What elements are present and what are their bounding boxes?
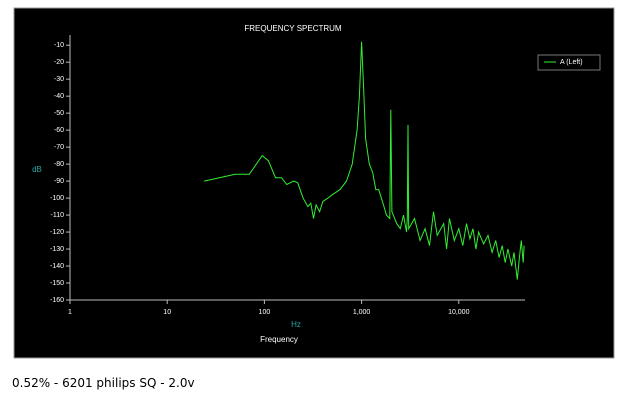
y-tick-label: -40	[54, 93, 64, 100]
y-tick-label: -140	[50, 263, 64, 270]
x-axis-sublabel: Frequency	[260, 335, 298, 344]
x-tick-label: 10	[163, 309, 171, 316]
y-tick-label: -80	[54, 161, 64, 168]
chart-title: FREQUENCY SPECTRUM	[244, 24, 342, 33]
y-tick-label: -110	[51, 212, 65, 219]
x-tick-label: 1,000	[353, 309, 371, 316]
chart: FREQUENCY SPECTRUM dB Hz Frequency -10 -2…	[13, 7, 615, 359]
x-tick-label: 100	[259, 309, 271, 316]
y-tick-label: -70	[54, 144, 64, 151]
y-tick-label: -100	[50, 195, 64, 202]
x-axis-label: Hz	[291, 320, 301, 329]
y-axis-label: dB	[32, 165, 42, 174]
series-line	[204, 41, 525, 280]
y-tick-label: -130	[50, 246, 64, 253]
y-tick-label: -20	[54, 59, 64, 66]
y-tick-label: -30	[54, 76, 64, 83]
y-tick-label: -10	[54, 42, 64, 49]
x-tick-label: 10,000	[448, 309, 470, 316]
y-tick-label: -160	[50, 297, 64, 304]
y-tick-label: -150	[50, 280, 64, 287]
legend-box	[537, 54, 601, 71]
y-tick-label: -90	[54, 178, 64, 185]
legend-label: A (Left)	[560, 59, 583, 66]
y-tick-label: -50	[54, 110, 64, 117]
caption: 0.52% - 6201 philips SQ - 2.0v	[12, 376, 195, 390]
x-tick-label: 1	[68, 309, 72, 316]
chart-panel	[13, 7, 615, 359]
y-tick-label: -120	[50, 229, 64, 236]
y-tick-label: -60	[54, 127, 64, 134]
